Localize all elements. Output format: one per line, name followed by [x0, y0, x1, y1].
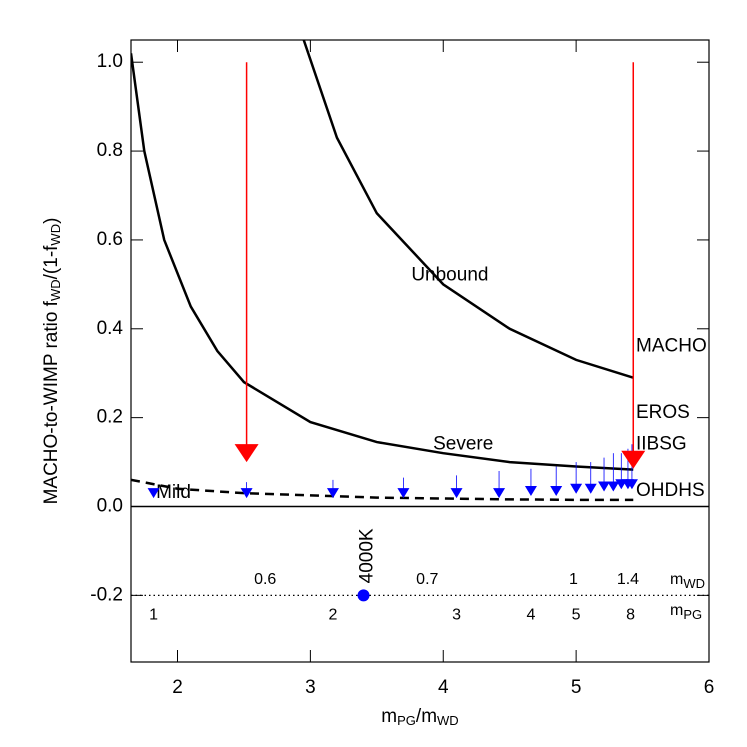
y-tick-label: -0.2 [90, 584, 123, 605]
limit-marker [584, 483, 597, 494]
curve [131, 53, 634, 471]
y-axis-title: MACHO-to-WIMP ratio fWD/(1-fWD) [41, 218, 63, 505]
limit-marker [493, 488, 506, 499]
limit-marker [550, 485, 563, 496]
pg-label: 5 [572, 607, 581, 624]
x-tick-label: 4 [438, 677, 449, 698]
curve-label: Severe [433, 433, 493, 454]
survey-label: OHDHS [636, 480, 705, 501]
y-tick-label: 1.0 [97, 51, 123, 72]
pg-row-name-part: PG [683, 607, 702, 622]
curve [302, 40, 634, 379]
limit-marker [607, 481, 620, 492]
pg-label: 3 [452, 607, 461, 624]
x-axis-title-part: WD [437, 713, 459, 728]
limit-marker [625, 479, 638, 490]
curve-label: Unbound [411, 264, 488, 285]
survey-label: EROS [636, 402, 690, 423]
pg-row-name-part: m [670, 602, 683, 619]
point [357, 589, 370, 602]
pg-label: 4 [526, 607, 535, 624]
y-axis-title-part: WD [48, 224, 63, 246]
pg-label: 8 [626, 607, 635, 624]
x-axis-title-part: /m [416, 706, 437, 727]
curve [131, 478, 634, 502]
y-axis-title-part: MACHO-to-WIMP ratio f [41, 300, 62, 504]
survey-label: MACHO [636, 336, 707, 357]
pg-row-name: mPG [670, 602, 702, 622]
red-arrow-head [621, 450, 646, 469]
limit-marker [240, 488, 253, 499]
curve-label: Mild [156, 482, 191, 503]
x-axis-title-part: m [381, 706, 397, 727]
y-tick-label: 0.4 [97, 318, 124, 339]
x-tick-label: 3 [305, 677, 316, 698]
y-axis-title-part: ) [41, 218, 62, 224]
wd-row-name-part: m [670, 571, 683, 588]
y-tick-label: 0.2 [97, 407, 123, 428]
y-axis-title-part: WD [48, 279, 63, 301]
limit-marker [524, 485, 537, 496]
wd-row-name-part: WD [683, 576, 705, 591]
wd-label: 1 [569, 571, 578, 588]
x-tick-label: 5 [571, 677, 582, 698]
red-arrow-head [234, 444, 259, 463]
limit-marker [326, 488, 339, 499]
pg-label: 1 [149, 607, 158, 624]
y-tick-label: 0.0 [97, 496, 123, 517]
limit-marker [397, 488, 410, 499]
pg-label: 2 [329, 607, 338, 624]
limit-marker [147, 488, 160, 499]
limit-marker [450, 488, 463, 499]
plot-frame [130, 39, 710, 663]
wd-label: 0.6 [254, 571, 276, 588]
limit-marker [570, 483, 583, 494]
x-axis-title: mPG/mWD [381, 706, 458, 728]
y-tick-label: 0.6 [97, 229, 123, 250]
x-tick-label: 6 [704, 677, 715, 698]
wd-label: 0.7 [416, 571, 438, 588]
y-axis-title-part: /(1-f [41, 245, 62, 280]
x-tick-label: 2 [172, 677, 183, 698]
point-label: 4000K [357, 528, 378, 583]
curves [131, 40, 634, 502]
x-axis-title-part: PG [397, 713, 416, 728]
wd-row-name: mWD [670, 571, 705, 591]
y-tick-label: 0.8 [97, 140, 123, 161]
survey-label: IIBSG [636, 433, 687, 454]
limit-marker [598, 481, 611, 492]
wd-label: 1.4 [617, 571, 639, 588]
